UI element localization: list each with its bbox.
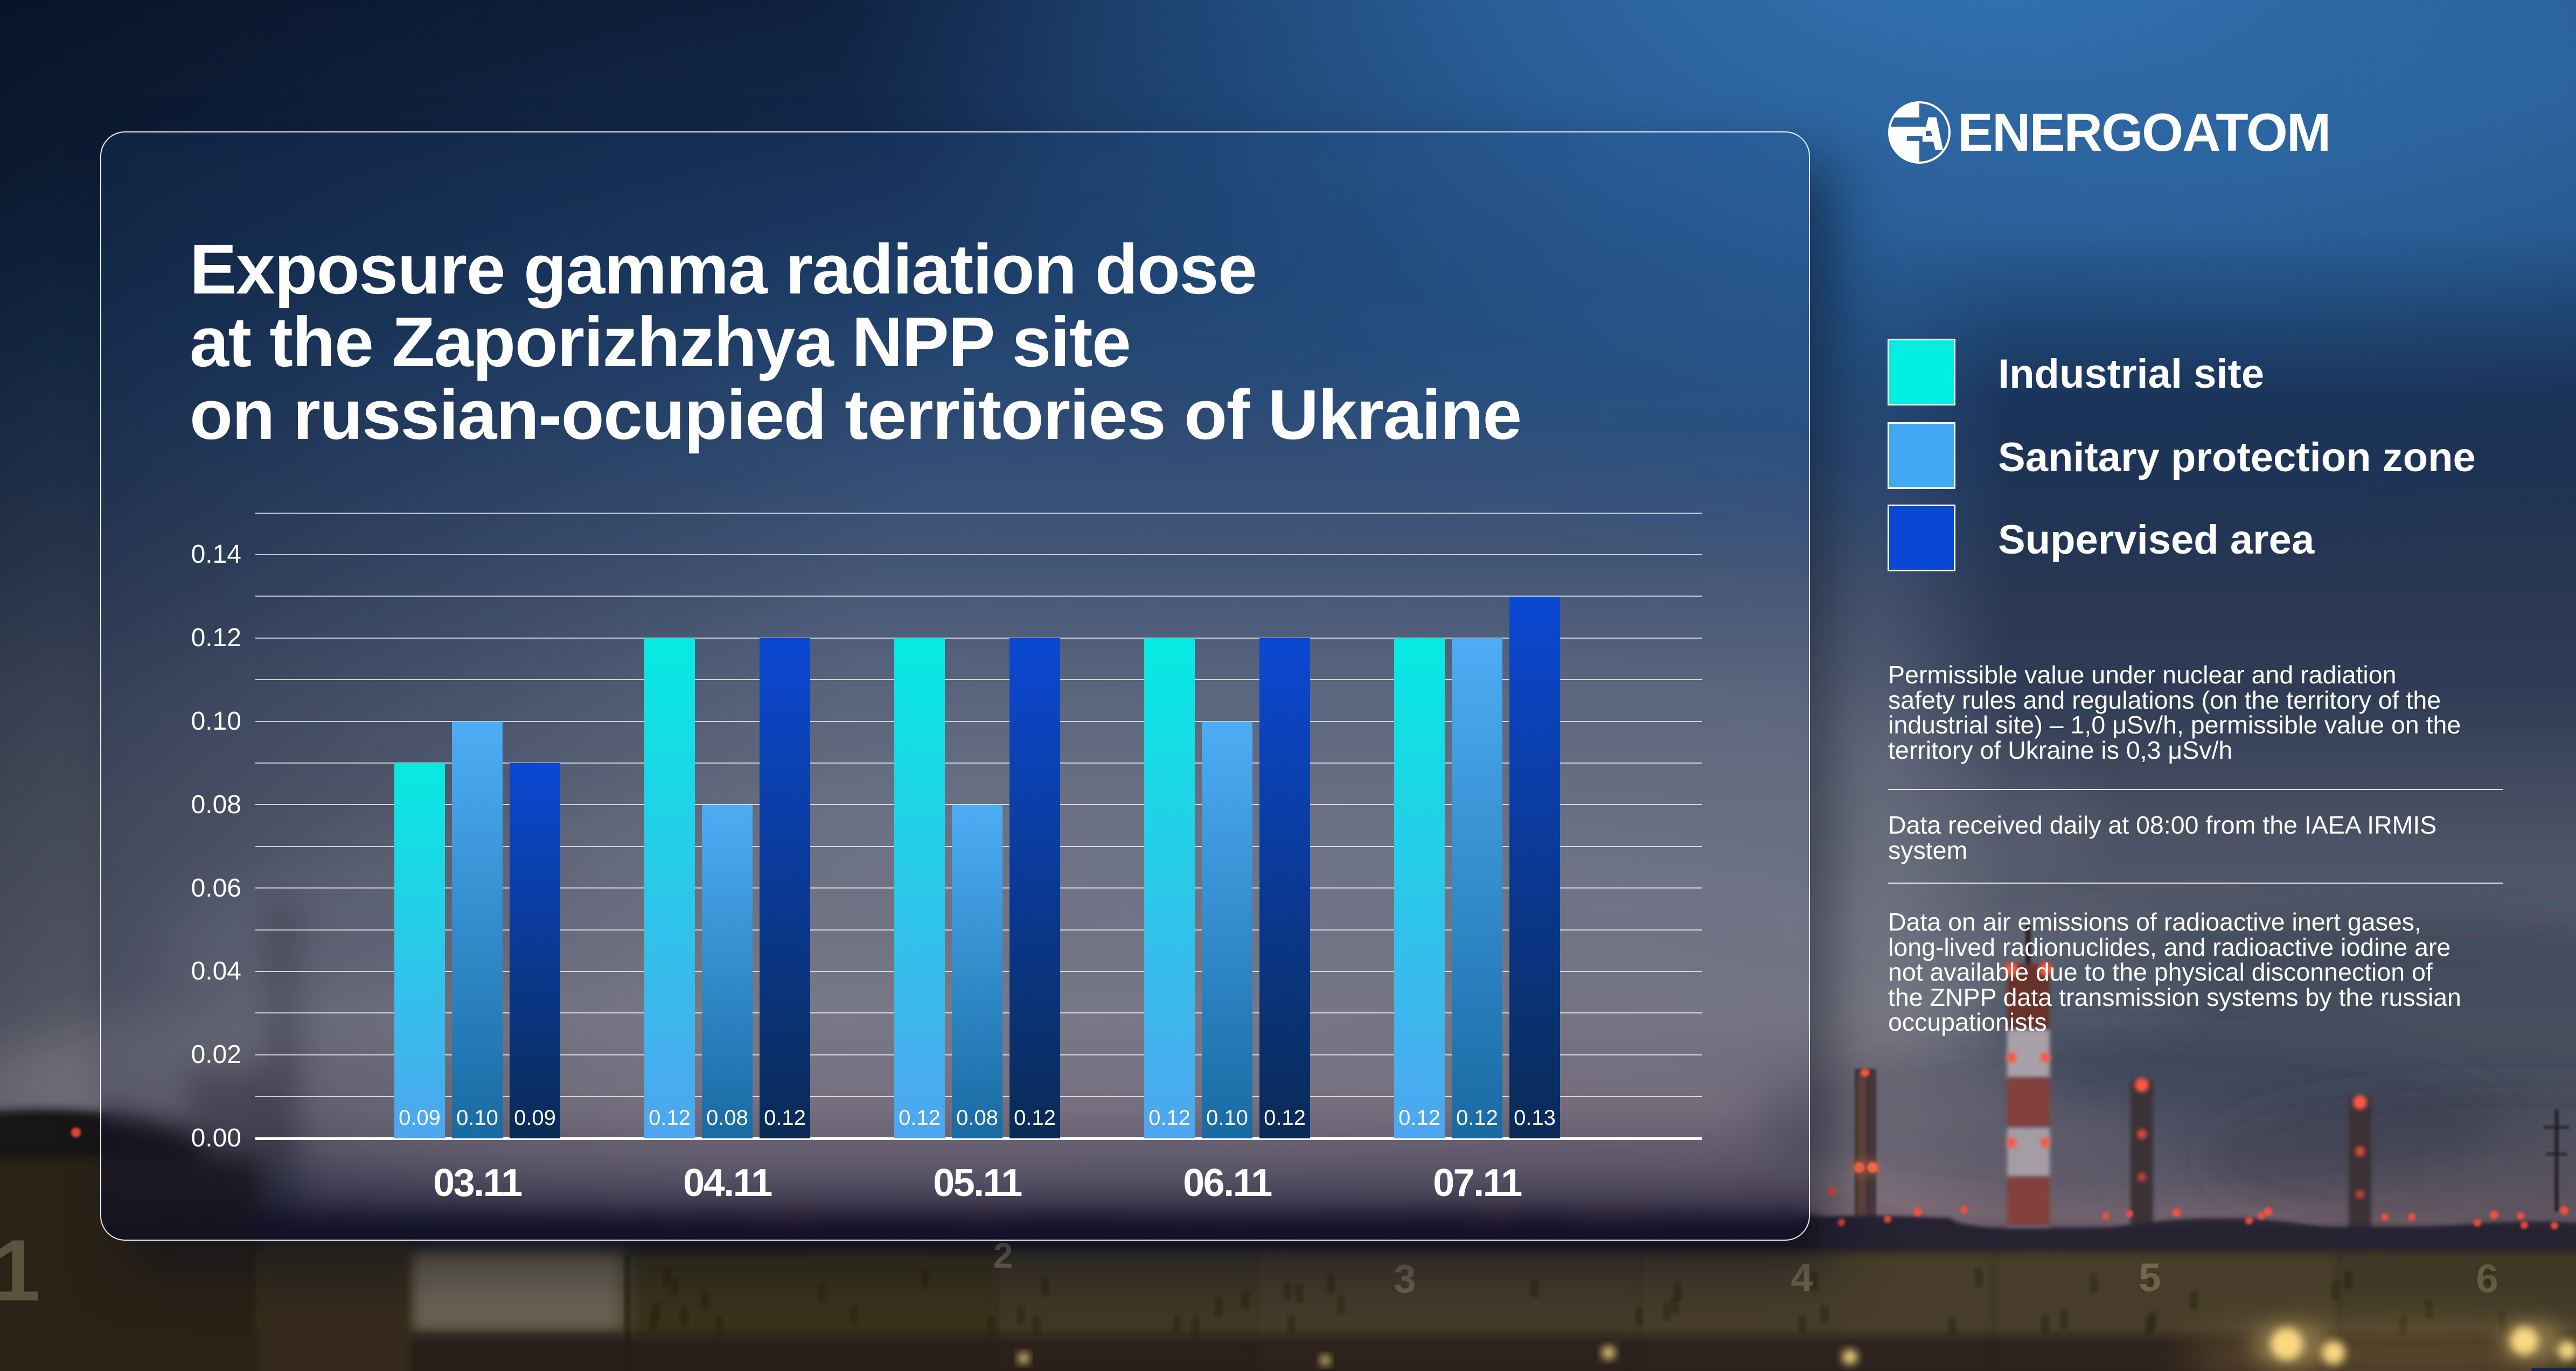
- svg-text:5: 5: [2139, 1255, 2161, 1300]
- svg-text:6: 6: [2476, 1256, 2498, 1301]
- svg-text:4: 4: [1791, 1255, 1813, 1300]
- svg-text:3: 3: [1394, 1256, 1416, 1301]
- svg-text:1: 1: [0, 1222, 40, 1319]
- svg-text:2: 2: [993, 1235, 1013, 1275]
